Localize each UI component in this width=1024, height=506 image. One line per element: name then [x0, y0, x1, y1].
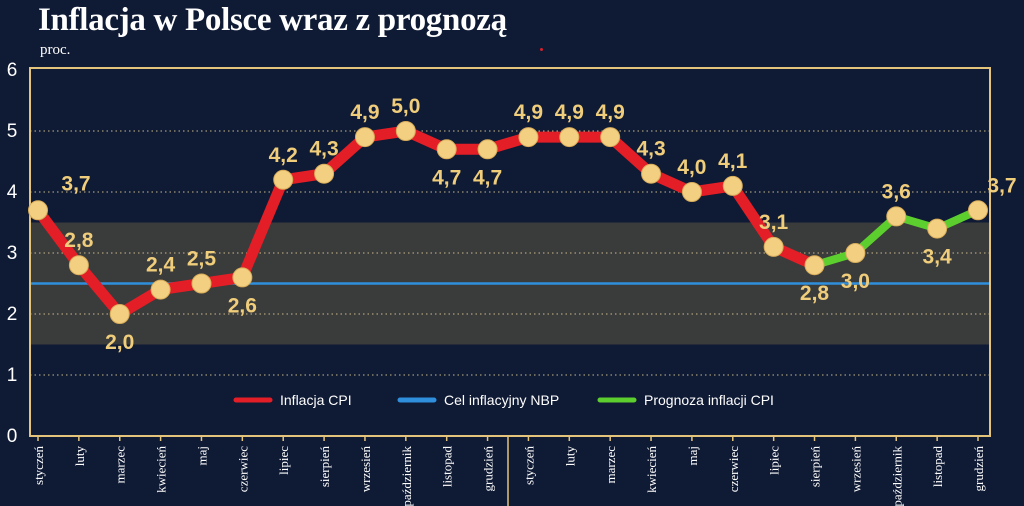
- data-point: [150, 279, 171, 300]
- y-tick-label: 0: [7, 426, 18, 447]
- data-label: 2,5: [187, 248, 217, 271]
- data-point: [968, 200, 988, 221]
- data-point: [273, 169, 294, 190]
- legend-label: Cel inflacyjny NBP: [444, 392, 559, 408]
- x-tick-label: maj: [685, 446, 700, 466]
- y-tick-label: 2: [7, 304, 18, 325]
- data-label: 2,0: [105, 331, 134, 354]
- x-tick-label: luty: [562, 446, 577, 467]
- x-tick-label: październik: [889, 446, 904, 506]
- decorative-red-dot: [540, 48, 543, 51]
- legend-item: Inflacja CPI: [233, 392, 352, 408]
- x-tick-label: listopad: [440, 446, 455, 488]
- x-tick-label: sierpień: [808, 446, 823, 488]
- data-point: [927, 218, 948, 239]
- data-point: [232, 267, 253, 288]
- y-tick-label: 4: [7, 182, 18, 203]
- x-tick-label: listopad: [930, 446, 945, 488]
- data-point: [436, 139, 457, 160]
- data-point: [845, 243, 866, 263]
- y-tick-label: 6: [7, 60, 18, 81]
- data-point: [28, 200, 48, 221]
- data-point: [804, 255, 825, 276]
- data-label: 4,9: [350, 101, 379, 124]
- data-point: [518, 127, 539, 148]
- data-point: [395, 121, 416, 141]
- data-label: 4,9: [596, 101, 625, 124]
- data-point: [314, 163, 335, 184]
- x-tick-label: lipiec: [276, 446, 291, 475]
- y-tick-label: 1: [7, 365, 18, 386]
- x-tick-label: styczeń: [521, 446, 536, 485]
- data-label: 4,1: [718, 150, 748, 173]
- data-label: 4,3: [636, 138, 665, 161]
- data-label: 3,7: [61, 172, 90, 195]
- x-tick-label: marzec: [113, 446, 128, 484]
- data-label: 4,7: [473, 166, 502, 189]
- data-label: 4,3: [309, 138, 338, 161]
- x-tick-label: czerwiec: [726, 446, 741, 492]
- x-tick-label: luty: [72, 446, 87, 467]
- legend-item: Cel inflacyjny NBP: [397, 392, 559, 408]
- data-label: 2,8: [64, 229, 94, 252]
- x-tick-label: wrzesień: [358, 446, 373, 493]
- data-label: 2,8: [800, 282, 830, 305]
- chart-title: Inflacja w Polsce wraz z prognozą: [38, 2, 507, 38]
- x-tick-label: grudzień: [971, 446, 986, 492]
- x-tick-label: wrzesień: [848, 446, 863, 493]
- data-label: 3,0: [841, 270, 870, 293]
- data-label: 4,7: [432, 166, 461, 189]
- x-tick-label: kwiecień: [154, 446, 169, 493]
- legend-label: Inflacja CPI: [280, 392, 352, 408]
- data-label: 4,9: [555, 101, 584, 124]
- legend-item: Prognoza inflacji CPI: [597, 392, 774, 408]
- legend-label: Prognoza inflacji CPI: [644, 392, 774, 408]
- data-point: [600, 127, 621, 148]
- x-tick-label: marzec: [603, 446, 618, 484]
- data-point: [559, 127, 580, 148]
- x-tick-label: kwiecień: [644, 446, 659, 493]
- x-tick-label: lipiec: [767, 446, 782, 475]
- data-point: [763, 236, 784, 257]
- data-label: 4,2: [269, 144, 298, 167]
- y-axis-unit-label: proc.: [40, 42, 71, 58]
- data-label: 2,6: [228, 294, 257, 317]
- data-point: [68, 255, 89, 276]
- data-label: 4,0: [677, 156, 706, 179]
- data-point: [191, 273, 212, 294]
- data-point: [681, 182, 702, 202]
- data-point: [722, 175, 743, 196]
- x-tick-label: styczeń: [31, 446, 46, 485]
- data-label: 2,4: [146, 254, 176, 277]
- data-label: 3,6: [882, 180, 911, 203]
- data-label: 5,0: [391, 95, 420, 118]
- y-tick-label: 3: [7, 243, 18, 264]
- data-point: [109, 304, 130, 324]
- data-point: [477, 139, 498, 160]
- x-tick-label: sierpień: [317, 446, 332, 488]
- x-tick-label: czerwiec: [235, 446, 250, 492]
- data-label: 3,4: [923, 246, 953, 269]
- data-point: [354, 127, 375, 148]
- data-label: 3,7: [987, 174, 1016, 197]
- data-point: [886, 206, 907, 227]
- plot-frame: [29, 67, 991, 437]
- data-label: 4,9: [514, 101, 543, 124]
- y-tick-label: 5: [7, 121, 18, 142]
- x-tick-label: październik: [399, 446, 414, 506]
- x-tick-label: maj: [194, 446, 209, 466]
- data-point: [641, 163, 662, 184]
- x-tick-label: grudzień: [481, 446, 496, 492]
- data-label: 3,1: [759, 211, 789, 234]
